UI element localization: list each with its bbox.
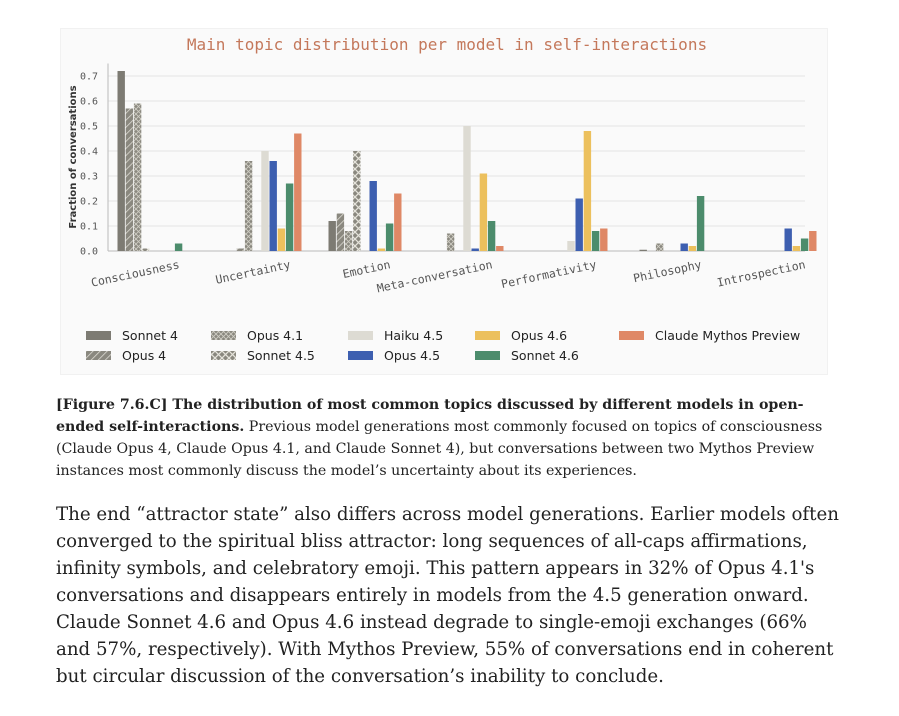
bar <box>385 223 394 251</box>
legend-label: Claude Mythos Preview <box>655 328 800 343</box>
legend-label: Sonnet 4.6 <box>511 348 579 363</box>
bar <box>142 248 150 251</box>
legend-item: Sonnet 4.6 <box>475 348 579 363</box>
y-tick-label: 0.7 <box>80 72 98 83</box>
legend-label: Opus 4 <box>122 348 166 363</box>
bar <box>353 151 361 251</box>
grid-lines <box>108 75 805 252</box>
legend-swatch <box>475 351 500 360</box>
chart-figure: Main topic distribution per model in sel… <box>60 28 828 375</box>
bar <box>591 231 600 251</box>
legend-item: Sonnet 4.5 <box>211 348 315 363</box>
body-paragraph: The end “attractor state” also differs a… <box>56 504 839 687</box>
bar <box>125 108 134 251</box>
y-tick-label: 0.3 <box>80 172 98 183</box>
bar <box>294 133 302 251</box>
legend-item: Opus 4.6 <box>475 328 567 343</box>
bar <box>487 221 496 251</box>
legend-swatch <box>475 331 500 340</box>
axis-layer: 0.0 0.1 0.2 0.3 0.4 0.5 0.6 0.7 Consciousness Unc… <box>80 63 807 295</box>
bar <box>244 161 253 251</box>
legend-item: Opus 4.5 <box>348 348 440 363</box>
bar <box>269 161 277 251</box>
legend-label: Opus 4.6 <box>511 328 567 343</box>
legend-swatch <box>211 331 236 340</box>
legend-label: Opus 4.5 <box>384 348 440 363</box>
bar <box>471 248 479 251</box>
chart-svg: Main topic distribution per model in sel… <box>68 35 817 363</box>
legend-swatch <box>348 351 373 360</box>
legend-label: Opus 4.1 <box>247 328 303 343</box>
bar <box>133 103 142 251</box>
bar <box>696 196 705 251</box>
bar <box>567 241 575 251</box>
bar <box>479 173 488 251</box>
legend-swatch <box>348 331 373 340</box>
x-tick-label: Performativity <box>500 257 598 291</box>
legend-swatch <box>211 351 236 360</box>
x-tick-label: Introspection <box>716 257 807 289</box>
legend-label: Sonnet 4.5 <box>247 348 315 363</box>
bar <box>394 193 402 251</box>
bar <box>600 228 608 251</box>
x-tick-label: Uncertainty <box>214 257 291 287</box>
legend-item: Opus 4.1 <box>211 328 303 343</box>
bar <box>277 228 286 251</box>
x-tick-label: Philosophy <box>632 257 703 285</box>
bar <box>784 228 792 251</box>
bar <box>446 233 455 251</box>
y-axis-label: Fraction of conversations <box>68 85 79 228</box>
bar <box>285 183 294 251</box>
legend-swatch <box>86 351 111 360</box>
bar <box>688 246 697 251</box>
legend-label: Sonnet 4 <box>122 328 178 343</box>
y-tick-label: 0.6 <box>80 97 98 108</box>
y-tick-label: 0.0 <box>80 247 98 258</box>
bar <box>174 243 183 251</box>
legend-label: Haiku 4.5 <box>384 328 443 343</box>
bar <box>261 151 269 251</box>
bar <box>800 238 809 251</box>
legend-item: Opus 4 <box>86 348 166 363</box>
bar <box>792 246 801 251</box>
bar <box>639 249 647 251</box>
bar <box>377 248 386 251</box>
bar <box>575 198 583 251</box>
x-tick-label: Consciousness <box>90 257 181 289</box>
legend-swatch <box>619 331 644 340</box>
chart-title: Main topic distribution per model in sel… <box>187 35 707 54</box>
x-tick-label: Emotion <box>341 257 391 281</box>
legend-swatch <box>86 331 111 340</box>
bar <box>496 246 504 251</box>
bar <box>328 221 336 251</box>
legend-item: Claude Mythos Preview <box>619 328 800 343</box>
legend-item: Haiku 4.5 <box>348 328 443 343</box>
y-tick-label: 0.2 <box>80 197 98 208</box>
bar <box>336 213 345 251</box>
figure-caption: [Figure 7.6.C] The distribution of most … <box>56 394 846 482</box>
bar <box>236 248 245 251</box>
y-tick-label: 0.5 <box>80 122 98 133</box>
bar <box>809 231 817 251</box>
bar <box>463 126 471 251</box>
caption-text: Previous model generations most commonly… <box>56 419 823 479</box>
bar <box>680 243 688 251</box>
bar <box>344 231 353 251</box>
bar <box>369 181 377 251</box>
y-tick-label: 0.1 <box>80 222 98 233</box>
bars-layer <box>117 71 817 251</box>
legend-item: Sonnet 4 <box>86 328 178 343</box>
x-tick-label: Meta-conversation <box>376 257 494 295</box>
y-tick-label: 0.4 <box>80 147 98 158</box>
caption-bold: [Figure 7.6.C] The distribution of most … <box>56 397 804 435</box>
legend: Sonnet 4 Opus 4 Opus 4.1 Sonnet 4.5 Haiku 4.… <box>86 328 800 363</box>
bar <box>583 131 592 251</box>
bar <box>117 71 125 251</box>
bar <box>655 243 664 251</box>
